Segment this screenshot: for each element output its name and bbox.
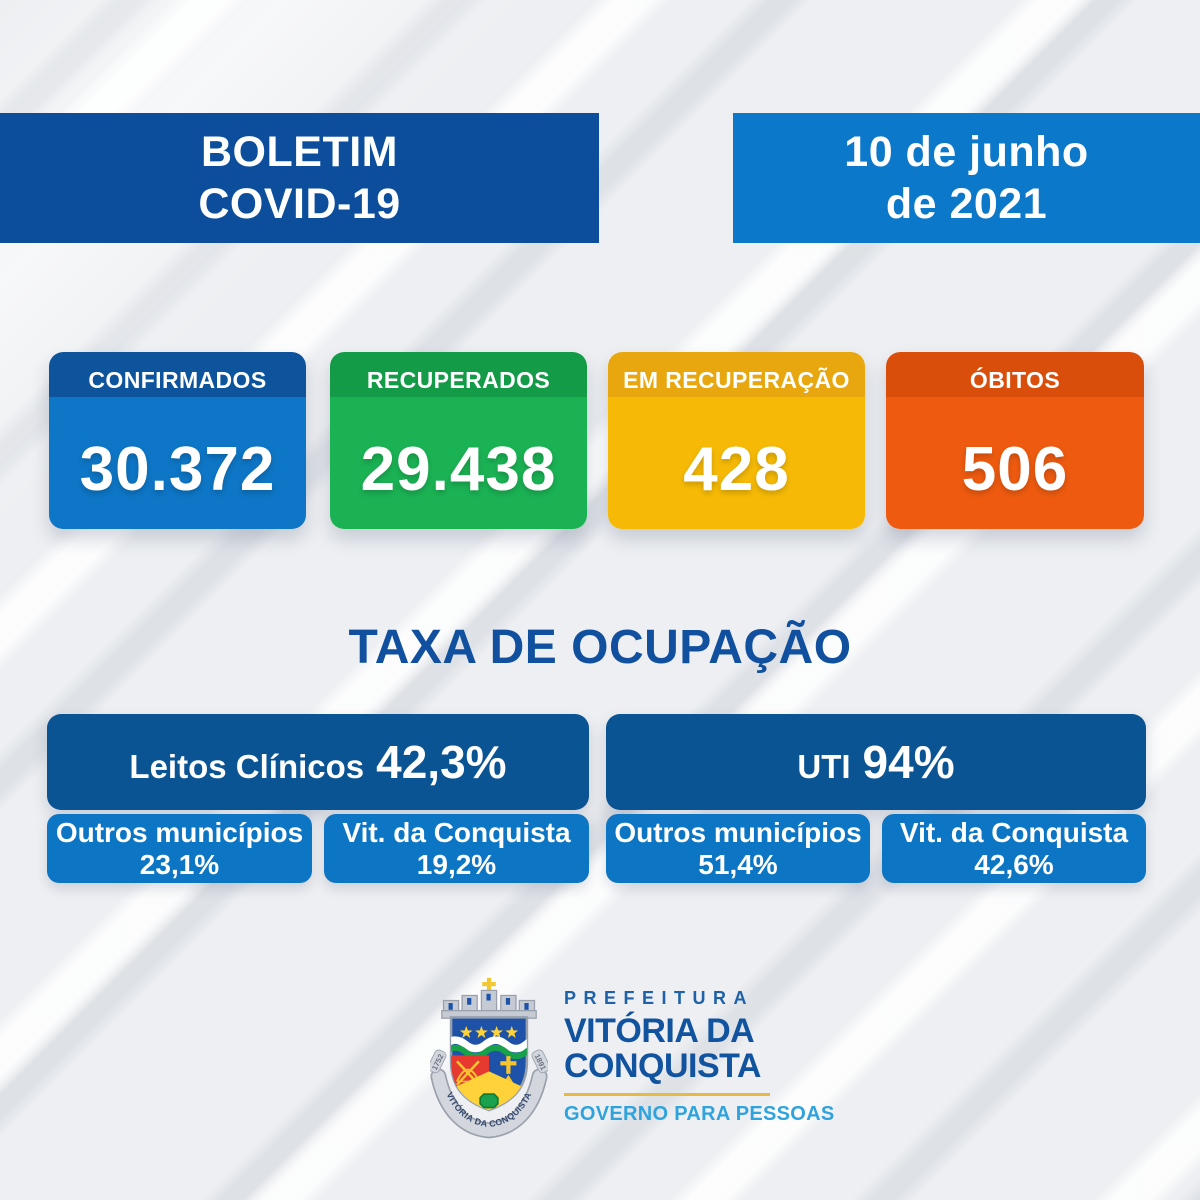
stat-card-em-recuperacao: EM RECUPERAÇÃO 428	[608, 352, 865, 529]
stat-card-label: CONFIRMADOS	[88, 367, 267, 393]
stat-card-label: ÓBITOS	[969, 367, 1061, 393]
stat-card-body: 29.438	[330, 397, 587, 529]
occupancy-sub-label: Vit. da Conquista	[342, 817, 571, 849]
occupancy-sub-leitos-vitoria: Vit. da Conquista 19,2%	[324, 814, 589, 883]
logo-org-name-line1: VITÓRIA DA	[564, 1011, 755, 1050]
stat-card-body: 506	[886, 397, 1144, 529]
logo-slogan: GOVERNO PARA PESSOAS	[564, 1103, 835, 1126]
occupancy-sub-label: Outros municípios	[614, 817, 862, 849]
occupancy-sub-value: 23,1%	[139, 848, 220, 880]
stat-card-body: 428	[608, 397, 865, 529]
logo-org-name-line2: CONQUISTA	[564, 1047, 761, 1085]
bulletin-title-line2: COVID-19	[198, 180, 401, 228]
occupancy-main-label: Leitos Clínicos	[129, 748, 365, 785]
occupancy-sub-uti-outros: Outros municípios 51,4%	[606, 814, 870, 883]
occupancy-main-text: UTI 94%	[797, 735, 954, 789]
occupancy-main-rate: 42,3%	[376, 736, 507, 788]
occupancy-sub-label: Outros municípios	[55, 817, 304, 849]
stat-card-label: EM RECUPERAÇÃO	[623, 367, 850, 393]
stat-card-label: RECUPERADOS	[366, 367, 551, 393]
bulletin-date-line2: de 2021	[885, 180, 1048, 228]
stat-card-value: 30.372	[79, 434, 276, 504]
stat-card-body: 30.372	[49, 397, 306, 529]
logo-text-block: PREFEITURA VITÓRIA DA CONQUISTA GOVERNO …	[564, 987, 835, 1127]
occupancy-sub-uti-vitoria: Vit. da Conquista 42,6%	[882, 814, 1146, 883]
occupancy-main-text: Leitos Clínicos 42,3%	[129, 735, 506, 789]
bulletin-title-line1: BOLETIM	[201, 127, 398, 176]
occupancy-sub-value: 51,4%	[698, 848, 778, 880]
stat-card-confirmados: CONFIRMADOS 30.372	[49, 352, 306, 529]
bulletin-date-line1: 10 de junho	[844, 127, 1089, 176]
stat-card-obitos: ÓBITOS 506	[886, 352, 1144, 529]
prefeitura-logo: 1752 1891	[0, 972, 1200, 1142]
stat-card-value: 506	[961, 434, 1069, 504]
occupancy-sub-leitos-outros: Outros municípios 23,1%	[47, 814, 312, 883]
occupancy-sub-value: 19,2%	[416, 848, 497, 880]
occupancy-sub-value: 42,6%	[974, 848, 1054, 880]
stat-card-value: 428	[683, 434, 790, 504]
logo-org-type: PREFEITURA	[564, 987, 755, 1008]
coat-of-arms-icon: 1752 1891	[430, 977, 548, 1139]
occupancy-main-rate: 94%	[862, 736, 955, 788]
stat-card-value: 29.438	[360, 434, 557, 504]
stat-card-recuperados: RECUPERADOS 29.438	[330, 352, 587, 529]
occupancy-sub-label: Vit. da Conquista	[899, 817, 1129, 849]
occupancy-main-leitos-clinicos: Leitos Clínicos 42,3%	[47, 714, 589, 810]
bulletin-title-box: BOLETIM COVID-19	[0, 113, 599, 243]
bulletin-date-box: 10 de junho de 2021	[733, 113, 1200, 243]
occupancy-main-uti: UTI 94%	[606, 714, 1146, 810]
crest-crown	[441, 977, 537, 1019]
logo-gold-divider	[564, 1093, 770, 1097]
occupancy-section-title: TAXA DE OCUPAÇÃO	[348, 621, 852, 674]
occupancy-main-label: UTI	[797, 748, 851, 785]
